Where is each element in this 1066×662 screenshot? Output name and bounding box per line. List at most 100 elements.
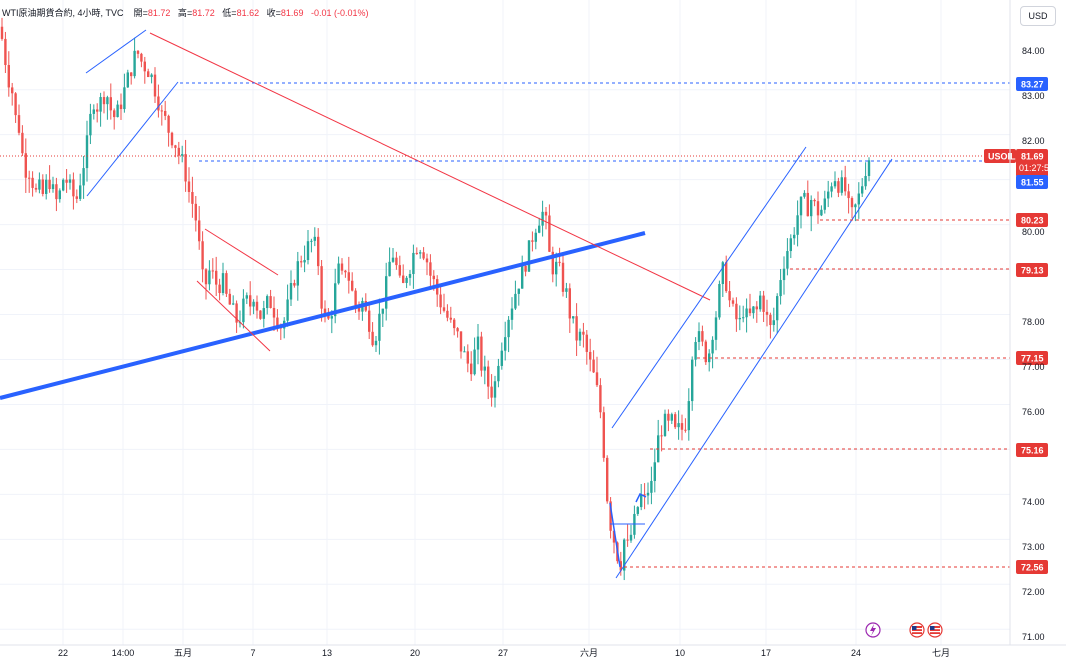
time-tick-label: 七月 xyxy=(932,648,950,658)
candle-body xyxy=(748,308,752,314)
candle-body xyxy=(701,331,704,342)
price-tag xyxy=(1016,213,1048,227)
candle-body xyxy=(725,262,728,292)
candle-body xyxy=(55,184,58,200)
candle-body xyxy=(24,153,27,178)
candle-body xyxy=(4,38,7,66)
candle-body xyxy=(106,97,109,105)
candle-body xyxy=(286,299,289,321)
us-flag-icon[interactable] xyxy=(927,622,943,638)
candle-body xyxy=(177,147,180,156)
candle-body xyxy=(327,314,330,319)
price-tag-label: 79.13 xyxy=(1021,266,1044,276)
candle-body xyxy=(755,306,758,310)
candle-body xyxy=(344,270,347,273)
trendline-red xyxy=(149,32,711,301)
candle-body xyxy=(82,168,85,186)
candle-body xyxy=(96,109,99,112)
candle-body xyxy=(41,179,44,194)
candle-body xyxy=(347,272,350,281)
candle-body xyxy=(68,179,72,183)
candle-body xyxy=(646,492,650,496)
candle-body xyxy=(548,215,551,252)
candle-body xyxy=(21,132,24,154)
candle-body xyxy=(317,236,320,267)
arrow-icon xyxy=(635,492,647,503)
candle-body xyxy=(609,501,612,531)
candle-body xyxy=(157,96,160,111)
candle-body xyxy=(191,192,194,204)
candle-body xyxy=(663,413,667,437)
price-tag xyxy=(1016,351,1048,365)
candle-body xyxy=(351,280,354,291)
candle-body xyxy=(371,331,374,346)
candle-body xyxy=(334,283,337,317)
time-tick-label: 20 xyxy=(410,648,420,658)
candle-body xyxy=(252,301,255,307)
candle-body xyxy=(453,319,456,329)
channel-line xyxy=(615,158,893,579)
candle-body xyxy=(150,74,153,78)
time-tick-label: 24 xyxy=(851,648,861,658)
candle-body xyxy=(837,181,840,193)
price-tag xyxy=(1016,560,1048,574)
price-tick-label: 84.00 xyxy=(1022,46,1045,56)
candle-body xyxy=(521,265,524,289)
candle-body xyxy=(11,87,14,94)
candle-body xyxy=(731,300,735,304)
candle-body xyxy=(147,71,150,78)
price-axis[interactable]: 84.00 83.00 82.00 80.00 78.00 77.00 76.00 74.00… xyxy=(1009,0,1045,645)
candle-body xyxy=(820,209,823,216)
candle-body xyxy=(589,351,592,360)
candle-body xyxy=(575,316,578,341)
candle-body xyxy=(847,191,850,199)
candle-body xyxy=(65,179,68,183)
candle-body xyxy=(721,262,724,285)
candle-body xyxy=(572,316,575,319)
candle-body xyxy=(391,257,395,262)
candle-body xyxy=(810,200,813,217)
dividend-icon[interactable] xyxy=(865,622,881,638)
candle-body xyxy=(629,534,633,541)
candle-body xyxy=(578,331,582,341)
candle-body xyxy=(483,366,486,371)
candle-body xyxy=(170,132,174,146)
candle-body xyxy=(198,220,201,242)
candle-body xyxy=(34,187,38,190)
candle-body xyxy=(354,290,357,306)
price-tick-label: 73.00 xyxy=(1022,542,1045,552)
candle-body xyxy=(181,154,184,156)
candle-body xyxy=(174,145,177,148)
candle-body xyxy=(585,334,588,352)
candle-body xyxy=(850,198,854,208)
price-tick-label: 72.00 xyxy=(1022,587,1045,597)
candle-body xyxy=(432,275,435,280)
candle-body xyxy=(7,65,10,88)
drawings-layer xyxy=(0,29,1010,579)
candle-body xyxy=(402,275,405,283)
candle-body xyxy=(765,311,769,315)
candle-body xyxy=(538,225,541,233)
candle-body xyxy=(504,337,507,351)
candle-body xyxy=(653,462,656,481)
us-flag-icon[interactable] xyxy=(909,622,925,638)
candle-body xyxy=(752,306,755,314)
currency-button[interactable]: USD xyxy=(1020,6,1056,26)
candle-body xyxy=(670,414,673,421)
candle-body xyxy=(568,288,571,319)
candle-body xyxy=(534,232,537,242)
high-value: 81.72 xyxy=(192,8,215,18)
candle-body xyxy=(306,241,310,261)
candle-body xyxy=(218,284,221,294)
candle-body xyxy=(99,97,102,112)
candle-body xyxy=(473,349,476,375)
candle-body xyxy=(123,87,126,110)
ref-price-label: 81.55 xyxy=(1021,178,1044,188)
candle-body xyxy=(85,135,89,169)
time-tick-label: 14:00 xyxy=(112,648,135,658)
time-axis[interactable]: 22 14:00 五月 7 13 20 27 六月 10 17 24 七月 xyxy=(0,644,1066,658)
last-price-label: 81.69 xyxy=(1021,152,1044,162)
symbol-description[interactable]: WTI原油期貨合約, 4小時, TVC xyxy=(2,8,124,18)
candle-body xyxy=(249,295,252,307)
